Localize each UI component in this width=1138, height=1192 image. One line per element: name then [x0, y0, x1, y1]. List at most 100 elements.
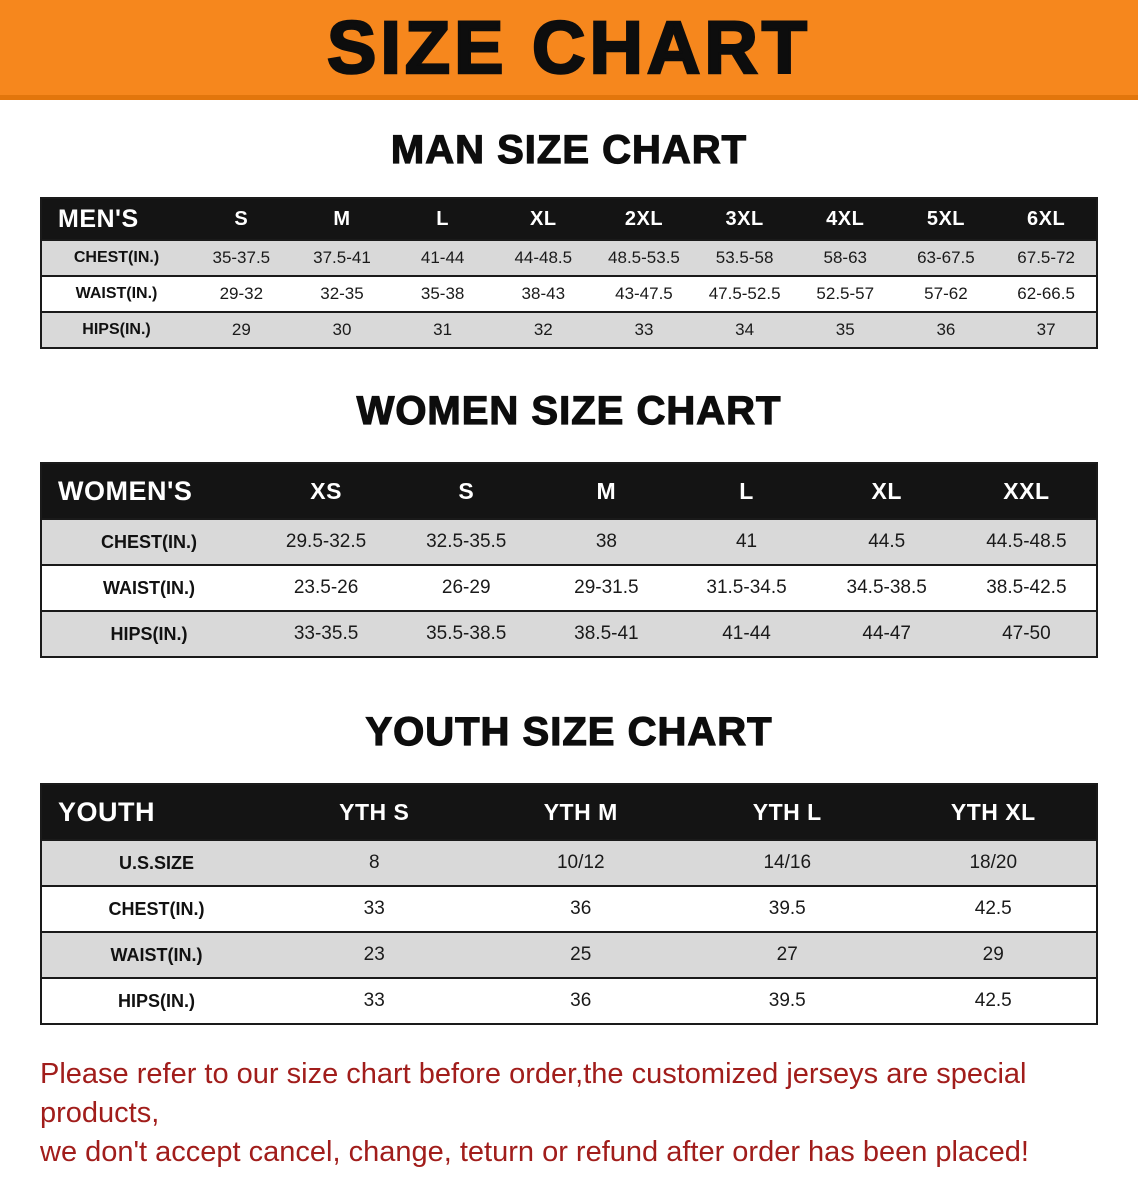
measurement-value: 37.5-41: [291, 239, 393, 276]
measurement-value: 67.5-72: [996, 239, 1097, 276]
measurement-value: 32.5-35.5: [396, 518, 537, 565]
measurement-row: CHEST(IN.) 33 36 39.5 42.5: [41, 885, 1097, 932]
youth-section: YOUTH SIZE CHART YOUTH YTH S YTH M YTH L YTH…: [0, 709, 1138, 1025]
measurement-label: CHEST(IN.): [41, 239, 191, 276]
measurement-row: CHEST(IN.) 35-37.5 37.5-41 41-44 44-48.5 48.5…: [41, 239, 1097, 276]
measurement-value: 29-32: [191, 275, 292, 312]
measurement-value: 43-47.5: [593, 275, 695, 312]
youth-size-table: YOUTH YTH S YTH M YTH L YTH XL U.S.SIZE 8 10/12…: [40, 783, 1098, 1025]
measurement-row: HIPS(IN.) 33-35.5 35.5-38.5 38.5-41 41-44 44-…: [41, 610, 1097, 657]
disclaimer-note: Please refer to our size chart before or…: [40, 1055, 1098, 1172]
measurement-value: 25: [477, 931, 684, 978]
size-column-header: 6XL: [996, 198, 1097, 240]
measurement-value: 33: [271, 977, 478, 1024]
measurement-value: 35-38: [392, 275, 493, 312]
measurement-value: 42.5: [890, 977, 1097, 1024]
measurement-value: 39.5: [684, 885, 891, 932]
measurement-row: HIPS(IN.) 33 36 39.5 42.5: [41, 977, 1097, 1024]
measurement-label: HIPS(IN.): [41, 610, 256, 657]
measurement-value: 37: [996, 311, 1097, 348]
size-column-header: 3XL: [694, 198, 795, 240]
size-column-header: 2XL: [593, 198, 695, 240]
measurement-value: 63-67.5: [895, 239, 997, 276]
measurement-value: 38.5-41: [536, 610, 677, 657]
measurement-value: 18/20: [890, 839, 1097, 886]
measurement-value: 36: [895, 311, 997, 348]
measurement-row: WAIST(IN.) 23 25 27 29: [41, 931, 1097, 978]
measurement-value: 41-44: [392, 239, 493, 276]
measurement-row: U.S.SIZE 8 10/12 14/16 18/20: [41, 839, 1097, 886]
measurement-label: CHEST(IN.): [41, 518, 256, 565]
mens-section-heading: MAN SIZE CHART: [390, 127, 748, 172]
size-column-header: M: [291, 198, 393, 240]
measurement-value: 44.5: [816, 518, 957, 565]
measurement-value: 33: [271, 885, 478, 932]
measurement-value: 27: [684, 931, 891, 978]
size-column-header: XS: [256, 463, 397, 519]
measurement-value: 23: [271, 931, 478, 978]
size-column-header: M: [536, 463, 677, 519]
youth-header-row: YOUTH YTH S YTH M YTH L YTH XL: [41, 784, 1097, 840]
youth-section-heading: YOUTH SIZE CHART: [365, 709, 773, 754]
measurement-value: 48.5-53.5: [593, 239, 695, 276]
size-column-header: S: [396, 463, 537, 519]
measurement-value: 52.5-57: [794, 275, 896, 312]
measurement-value: 30: [291, 311, 393, 348]
size-column-header: S: [191, 198, 292, 240]
size-column-header: XL: [816, 463, 957, 519]
measurement-label: WAIST(IN.): [41, 275, 191, 312]
measurement-value: 41: [676, 518, 817, 565]
measurement-row: CHEST(IN.) 29.5-32.5 32.5-35.5 38 41 44.5 44.5…: [41, 518, 1097, 565]
womens-section: WOMEN SIZE CHART WOMEN'S XS S M L XL XXL CHEST(…: [0, 388, 1138, 658]
measurement-value: 10/12: [477, 839, 684, 886]
measurement-value: 31.5-34.5: [676, 564, 817, 611]
size-column-header: XXL: [956, 463, 1097, 519]
measurement-value: 34.5-38.5: [816, 564, 957, 611]
measurement-value: 36: [477, 885, 684, 932]
measurement-value: 35.5-38.5: [396, 610, 537, 657]
measurement-value: 23.5-26: [256, 564, 397, 611]
measurement-value: 38.5-42.5: [956, 564, 1097, 611]
measurement-label: WAIST(IN.): [41, 931, 271, 978]
measurement-value: 57-62: [895, 275, 997, 312]
measurement-value: 8: [271, 839, 478, 886]
womens-size-table: WOMEN'S XS S M L XL XXL CHEST(IN.) 29.5-32.5 32.5…: [40, 462, 1098, 658]
measurement-row: HIPS(IN.) 29 30 31 32 33 34 35 36 37: [41, 311, 1097, 348]
disclaimer-line-2: we don't accept cancel, change, teturn o…: [40, 1136, 1029, 1169]
size-column-header: XL: [492, 198, 594, 240]
size-column-header: YTH S: [271, 784, 478, 840]
mens-header-row: MEN'S S M L XL 2XL 3XL 4XL 5XL 6XL: [41, 198, 1097, 240]
measurement-value: 33: [593, 311, 695, 348]
mens-table-title: MEN'S: [41, 198, 191, 240]
measurement-value: 53.5-58: [694, 239, 795, 276]
measurement-value: 29: [890, 931, 1097, 978]
disclaimer-line-1: Please refer to our size chart before or…: [40, 1058, 1027, 1130]
measurement-row: WAIST(IN.) 23.5-26 26-29 29-31.5 31.5-34.5 34…: [41, 564, 1097, 611]
size-column-header: YTH M: [477, 784, 684, 840]
womens-table-title: WOMEN'S: [41, 463, 256, 519]
measurement-value: 31: [392, 311, 493, 348]
measurement-value: 29: [191, 311, 292, 348]
measurement-label: CHEST(IN.): [41, 885, 271, 932]
measurement-value: 32: [492, 311, 594, 348]
measurement-value: 58-63: [794, 239, 896, 276]
measurement-value: 29.5-32.5: [256, 518, 397, 565]
measurement-value: 29-31.5: [536, 564, 677, 611]
measurement-value: 47-50: [956, 610, 1097, 657]
measurement-value: 33-35.5: [256, 610, 397, 657]
banner: SIZE CHART: [0, 0, 1138, 100]
size-column-header: YTH XL: [890, 784, 1097, 840]
measurement-label: WAIST(IN.): [41, 564, 256, 611]
size-column-header: L: [392, 198, 493, 240]
measurement-value: 14/16: [684, 839, 891, 886]
mens-size-table: MEN'S S M L XL 2XL 3XL 4XL 5XL 6XL CHEST(IN.) 35-37…: [40, 197, 1098, 349]
measurement-value: 44-47: [816, 610, 957, 657]
measurement-value: 47.5-52.5: [694, 275, 795, 312]
womens-section-heading: WOMEN SIZE CHART: [356, 388, 782, 433]
womens-header-row: WOMEN'S XS S M L XL XXL: [41, 463, 1097, 519]
measurement-value: 41-44: [676, 610, 817, 657]
measurement-label: U.S.SIZE: [41, 839, 271, 886]
measurement-value: 36: [477, 977, 684, 1024]
mens-section: MAN SIZE CHART MEN'S S M L XL 2XL 3XL 4XL 5XL 6XL…: [0, 127, 1138, 349]
